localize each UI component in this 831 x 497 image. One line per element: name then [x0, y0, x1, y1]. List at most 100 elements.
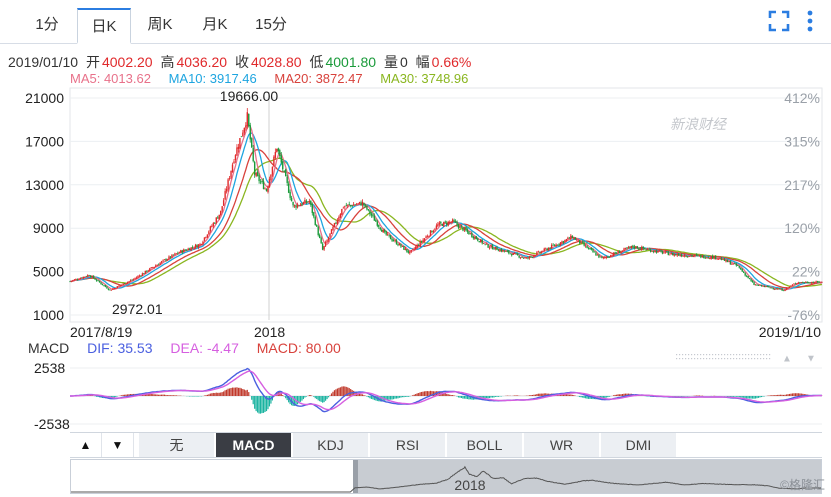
tab-daily-k[interactable]: 日K [77, 8, 131, 44]
candle-body [821, 281, 823, 283]
candle-body [584, 245, 587, 247]
candle-body [778, 288, 780, 290]
candle-body [706, 257, 708, 259]
indicator-none[interactable]: 无 [138, 433, 214, 457]
tab-15min[interactable]: 15分 [255, 16, 287, 33]
indicator-rsi[interactable]: RSI [369, 433, 445, 457]
candle-body [106, 286, 108, 289]
candle-body [627, 247, 630, 248]
candle-body [193, 247, 195, 249]
candle-body [341, 208, 343, 215]
candle-body [215, 217, 217, 223]
candle-body [810, 282, 813, 284]
indicator-kdj[interactable]: KDJ [292, 433, 368, 457]
scroll-up-icon[interactable]: ▲ [782, 353, 792, 364]
candle-body [657, 250, 659, 253]
candle-body [488, 247, 491, 249]
indicator-up-button[interactable]: ▲ [70, 433, 102, 457]
candle-body [612, 252, 615, 257]
indicator-macd[interactable]: MACD [215, 433, 291, 457]
pct-tick-label: 315% [784, 133, 820, 149]
candle-body [203, 237, 206, 241]
drag-dots [709, 354, 711, 356]
low-label: 低 [309, 54, 324, 70]
candle-body [416, 244, 418, 248]
low-value: 4001.80 [325, 54, 377, 70]
candle-body [812, 282, 814, 283]
tab-monthly-k[interactable]: 月K [202, 16, 228, 33]
candle-body [745, 275, 748, 277]
drag-dots [739, 358, 741, 360]
candle-body [425, 236, 427, 239]
candle-body [796, 283, 798, 285]
indicator-wr[interactable]: WR [523, 433, 599, 457]
fullscreen-icon[interactable] [768, 10, 790, 36]
candle-body [190, 247, 192, 251]
indicator-boll[interactable]: BOLL [446, 433, 522, 457]
candle-body [409, 251, 411, 254]
indicator-down-button[interactable]: ▼ [102, 433, 134, 457]
drag-dots [724, 358, 726, 360]
candle-body [233, 161, 235, 164]
candle-body [704, 257, 706, 259]
candle-body [550, 245, 553, 249]
kline-chart[interactable]: 21000 17000 13000 9000 5000 1000 412% 315% 217%… [0, 0, 831, 340]
candle-body [373, 215, 376, 221]
navigator-left-handle[interactable] [353, 460, 358, 494]
y-tick-label: 13000 [25, 177, 64, 193]
candle-body [255, 172, 257, 177]
candle-body [214, 223, 216, 224]
tab-1min[interactable]: 1分 [35, 16, 59, 33]
candle-body [366, 205, 368, 210]
navigator-selection[interactable] [355, 460, 822, 494]
candle-body [381, 229, 383, 232]
candle-body [558, 244, 560, 246]
candle-body [141, 273, 144, 276]
candle-body [358, 201, 361, 203]
candle-body [568, 237, 571, 239]
candle-body [527, 257, 529, 259]
macd-scroll-controls[interactable]: ▲ ▼ [676, 353, 816, 364]
candle-body [623, 248, 625, 251]
candle-body [482, 243, 485, 244]
candle-body [797, 282, 800, 284]
candle-body [620, 251, 622, 254]
candle-body [118, 285, 120, 287]
candle-body [593, 251, 596, 253]
candle-body [480, 239, 482, 243]
candle-body [417, 245, 420, 246]
drag-dots [742, 354, 744, 356]
tab-weekly-k[interactable]: 周K [147, 16, 173, 33]
candle-body [559, 242, 562, 246]
candle-body [429, 230, 432, 237]
candle-body [410, 250, 412, 252]
scroll-down-icon[interactable]: ▼ [806, 353, 816, 364]
indicator-dmi[interactable]: DMI [600, 433, 676, 457]
drag-dots [712, 358, 714, 360]
candle-body [742, 271, 745, 273]
candle-body [140, 275, 142, 277]
drag-dots [745, 358, 747, 360]
candle-body [477, 238, 479, 241]
drag-dots [736, 354, 738, 356]
drag-dots [682, 354, 684, 356]
close-value: 4028.80 [250, 54, 302, 70]
candle-body [475, 236, 477, 240]
candle-body [338, 217, 340, 220]
candle-body [649, 249, 652, 252]
candle-body [132, 279, 135, 280]
candle-body [463, 227, 466, 231]
candle-body [608, 257, 610, 258]
candle-body [428, 235, 430, 237]
candle-body [103, 285, 105, 286]
candle-body [499, 249, 501, 252]
ma10-value: MA10: 3917.46 [168, 71, 257, 86]
macd-y-tick-top: 2538 [34, 360, 65, 376]
range-navigator[interactable]: 2018 [70, 459, 822, 494]
candle-body [305, 200, 308, 203]
macd-chart[interactable]: ▲ ▼ 2538 -2538 [0, 352, 831, 432]
more-vertical-icon[interactable] [805, 10, 815, 36]
candle-body [601, 256, 603, 258]
candle-body [632, 245, 634, 248]
pct-tick-label: 22% [792, 264, 820, 280]
